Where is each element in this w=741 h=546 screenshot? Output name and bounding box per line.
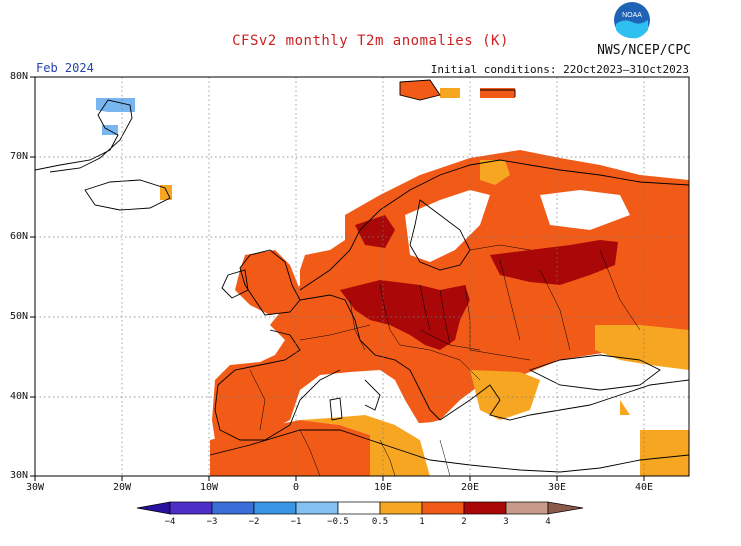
lat-label: 50N bbox=[10, 311, 29, 322]
lat-label: 40N bbox=[10, 391, 29, 402]
country-borders bbox=[249, 244, 641, 476]
forecast-period: Feb 2024 bbox=[36, 61, 94, 75]
colorbar-bin bbox=[421, 501, 465, 515]
colorbar-label: 4 bbox=[545, 517, 551, 527]
agency-label: NWS/NCEP/CPC bbox=[597, 43, 691, 58]
colorbar-label: −2 bbox=[248, 517, 260, 527]
colorbar-bin bbox=[295, 501, 339, 515]
colorbar-bin bbox=[379, 501, 423, 515]
anomaly-2-3-region bbox=[340, 280, 470, 350]
noaa-logo: NOAA bbox=[614, 2, 650, 39]
anomaly-field bbox=[35, 79, 689, 476]
colorbar-label: −4 bbox=[164, 517, 176, 527]
anomaly-0.5-1-arctic bbox=[440, 88, 460, 98]
graticule bbox=[35, 77, 689, 476]
colorbar bbox=[136, 501, 584, 515]
anomaly-0.5-1-north bbox=[480, 160, 510, 185]
anomaly-2-3-scandinavia bbox=[355, 215, 395, 248]
colorbar-bin bbox=[463, 501, 507, 515]
colorbar-label: −0.5 bbox=[327, 517, 349, 527]
lat-label: 60N bbox=[10, 231, 29, 242]
lon-label: 10E bbox=[374, 482, 393, 493]
anomaly-2-3-east bbox=[490, 240, 618, 285]
lat-label: 70N bbox=[10, 151, 29, 162]
lon-label: 20W bbox=[113, 482, 132, 493]
lon-label: 20E bbox=[461, 482, 480, 493]
colorbar-label: −1 bbox=[290, 517, 302, 527]
colorbar-label: 2 bbox=[461, 517, 467, 527]
neutral-north bbox=[540, 190, 630, 230]
anomaly-0.5-1-balkan bbox=[470, 370, 540, 420]
anomaly-1-2-uk bbox=[235, 250, 300, 315]
colorbar-bin bbox=[505, 501, 549, 515]
map-frame bbox=[34, 76, 690, 477]
colorbar-high-arrow bbox=[547, 501, 584, 515]
colorbar-label: 3 bbox=[503, 517, 509, 527]
noaa-logo-wave bbox=[616, 20, 648, 39]
noaa-logo-text: NOAA bbox=[622, 12, 642, 19]
axis-ticks bbox=[30, 76, 645, 481]
lon-label: 30W bbox=[26, 482, 45, 493]
colorbar-bin bbox=[211, 501, 255, 515]
colorbar-bin bbox=[337, 501, 381, 515]
colorbar-label: 1 bbox=[419, 517, 425, 527]
anomaly-1-2-africa bbox=[210, 420, 370, 476]
lon-label: 40E bbox=[635, 482, 654, 493]
anomaly-svalbard bbox=[400, 80, 440, 100]
neutral-turkey bbox=[540, 360, 689, 430]
anomaly-barents bbox=[480, 88, 515, 98]
neutral-scandinavia bbox=[405, 190, 490, 262]
chart-title: CFSv2 monthly T2m anomalies (K) bbox=[232, 33, 509, 49]
colorbar-bin bbox=[169, 501, 213, 515]
lon-label: 10W bbox=[200, 482, 219, 493]
anomaly-0.5-1-region bbox=[300, 415, 430, 476]
initial-conditions: Initial conditions: 22Oct2023–31Oct2023 bbox=[430, 63, 689, 76]
lat-label: 80N bbox=[10, 71, 29, 82]
anomaly-0.5-1-east bbox=[595, 325, 689, 370]
colorbar-bin bbox=[253, 501, 297, 515]
anomaly-0.5-1-middleeast bbox=[640, 430, 689, 476]
lon-label: 0 bbox=[293, 482, 300, 493]
lon-label: 30E bbox=[548, 482, 567, 493]
anomaly-negative-greenland bbox=[96, 98, 135, 112]
neutral-mediterranean bbox=[395, 420, 640, 476]
colorbar-label: −3 bbox=[206, 517, 218, 527]
lat-label: 30N bbox=[10, 470, 29, 481]
colorbar-label: 0.5 bbox=[371, 517, 389, 527]
colorbar-low-arrow bbox=[136, 501, 171, 515]
